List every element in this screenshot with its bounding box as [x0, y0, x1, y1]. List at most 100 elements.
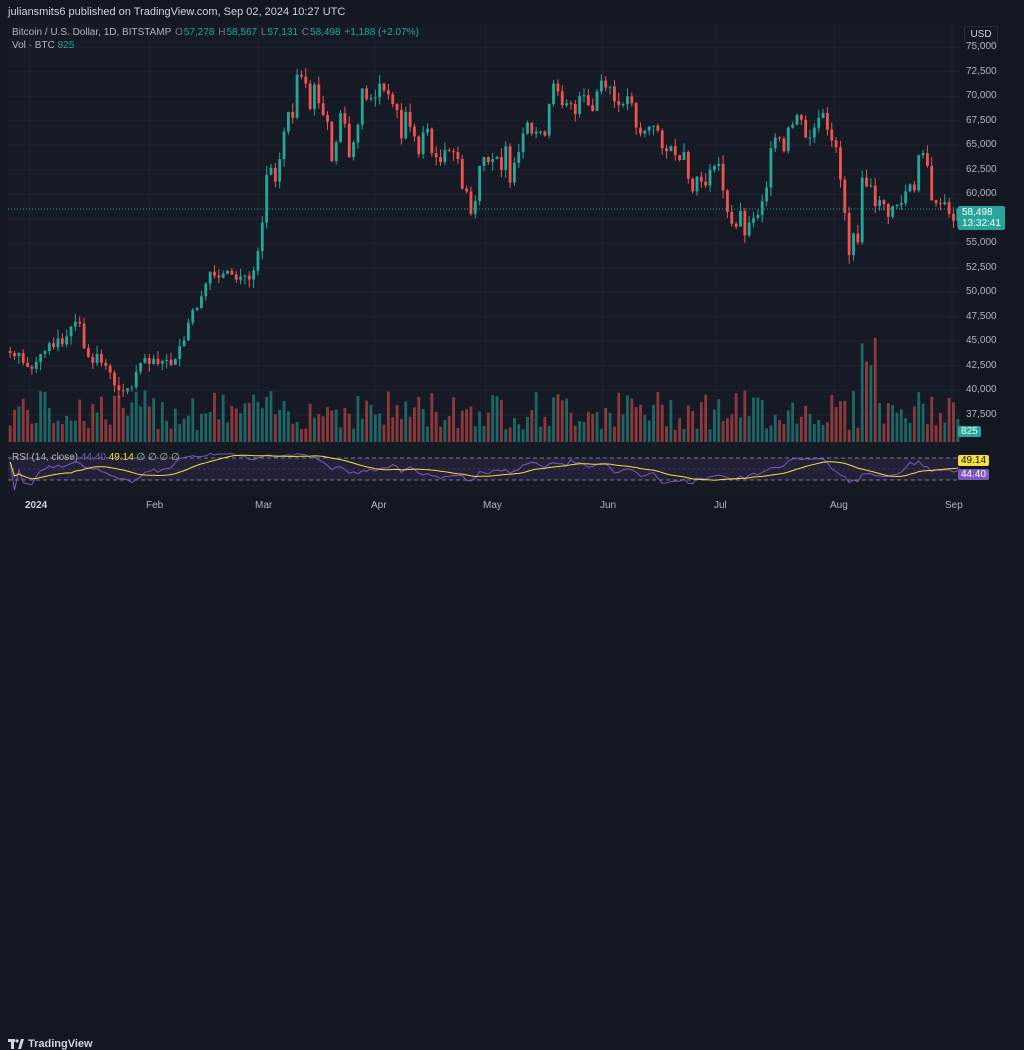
volume-value: 825 — [57, 40, 75, 51]
volume-bar — [708, 429, 712, 442]
candle-body — [369, 98, 373, 100]
volume-bar — [426, 426, 429, 442]
volume-bar — [486, 412, 490, 442]
volume-bar — [852, 390, 855, 442]
candle-body — [443, 150, 447, 162]
candle-body — [60, 338, 64, 345]
currency-button[interactable]: USD — [964, 26, 998, 44]
volume-bar — [247, 402, 251, 442]
volume-bar — [939, 412, 942, 442]
rsi-label[interactable]: RSI (14, close) — [12, 452, 79, 463]
volume-bar — [739, 417, 742, 442]
volume-label[interactable]: Vol · BTC — [12, 40, 55, 51]
candle-body — [578, 96, 582, 114]
volume-bar — [904, 418, 908, 442]
candle-body — [912, 184, 916, 191]
volume-bar — [295, 421, 299, 442]
volume-bar — [756, 397, 760, 442]
candle-body — [486, 157, 490, 162]
volume-bar — [182, 418, 186, 442]
volume-bar — [547, 425, 551, 442]
candle-body — [552, 83, 555, 105]
volume-bar — [273, 414, 277, 442]
candle-body — [599, 80, 603, 92]
candle-body — [639, 127, 642, 134]
volume-bar — [139, 406, 142, 442]
candle-body — [100, 354, 103, 363]
volume-bar — [126, 415, 129, 442]
candle-body — [243, 275, 247, 277]
volume-bar — [647, 420, 651, 442]
volume-bar — [804, 405, 808, 442]
candle-body — [539, 131, 542, 133]
volume-bar — [826, 422, 829, 442]
candle-body — [886, 204, 890, 217]
candle-body — [547, 104, 551, 136]
volume-bar — [26, 410, 29, 442]
volume-bar — [417, 396, 421, 442]
tradingview-logo-icon[interactable] — [8, 1038, 24, 1050]
candlestick-chart[interactable] — [8, 24, 960, 496]
candle-body — [647, 126, 651, 131]
volume-bar — [656, 392, 660, 442]
price-tick-label: 47,500 — [966, 310, 997, 322]
volume-bar — [160, 402, 164, 442]
price-axis[interactable] — [960, 24, 1024, 496]
candle-body — [313, 84, 316, 110]
candle-body — [795, 114, 799, 125]
symbol-name[interactable]: Bitcoin / U.S. Dollar, 1D, BITSTAMP — [12, 27, 172, 38]
candle-body — [678, 155, 682, 160]
volume-bar — [443, 420, 447, 442]
candle-body — [699, 176, 703, 182]
candle-body — [739, 210, 742, 227]
candle-body — [13, 353, 16, 356]
candle-body — [56, 338, 60, 348]
volume-bar — [569, 412, 573, 442]
volume-bar — [217, 419, 221, 442]
volume-bar — [665, 426, 668, 442]
candle-body — [347, 123, 351, 158]
candle-body — [286, 111, 290, 132]
candle-body — [65, 336, 69, 345]
volume-bar — [339, 427, 342, 442]
candle-body — [30, 366, 34, 369]
volume-bar — [87, 428, 90, 442]
volume-bar — [539, 426, 542, 442]
volume-bar — [43, 391, 47, 442]
rsi-extra: ∅ ∅ ∅ ∅ — [136, 452, 180, 463]
volume-bar — [360, 418, 364, 442]
volume-bar — [882, 423, 886, 442]
candle-body — [213, 271, 216, 276]
volume-bar — [208, 411, 212, 442]
rsi-value: 44.40 — [80, 452, 106, 463]
candle-body — [126, 388, 129, 392]
volume-bar — [791, 402, 795, 442]
high-label: H — [218, 27, 226, 38]
candle-body — [456, 152, 460, 160]
chart-area[interactable] — [8, 24, 960, 496]
candle-body — [504, 146, 508, 170]
brand-name[interactable]: TradingView — [28, 1038, 93, 1050]
volume-bar — [839, 401, 842, 442]
candle-body — [873, 185, 877, 207]
candle-body — [734, 223, 738, 227]
candle-body — [560, 91, 564, 106]
candle-body — [117, 385, 121, 391]
volume-bar — [704, 394, 708, 442]
candle-body — [604, 80, 608, 88]
candle-body — [917, 155, 921, 191]
volume-bar — [591, 414, 595, 442]
volume-bar — [669, 400, 673, 442]
candle-body — [826, 112, 829, 130]
volume-bar — [873, 337, 877, 442]
volume-bar — [726, 418, 729, 442]
candle-body — [899, 203, 903, 206]
volume-legend: Vol · BTC 825 — [12, 40, 74, 51]
volume-bar — [404, 401, 408, 442]
volume-bar — [773, 414, 777, 442]
volume-bar — [317, 414, 321, 442]
volume-bar — [269, 391, 273, 442]
candle-body — [386, 90, 390, 95]
rsi-ma-value: 49.14 — [108, 452, 134, 463]
candle-body — [395, 104, 399, 111]
